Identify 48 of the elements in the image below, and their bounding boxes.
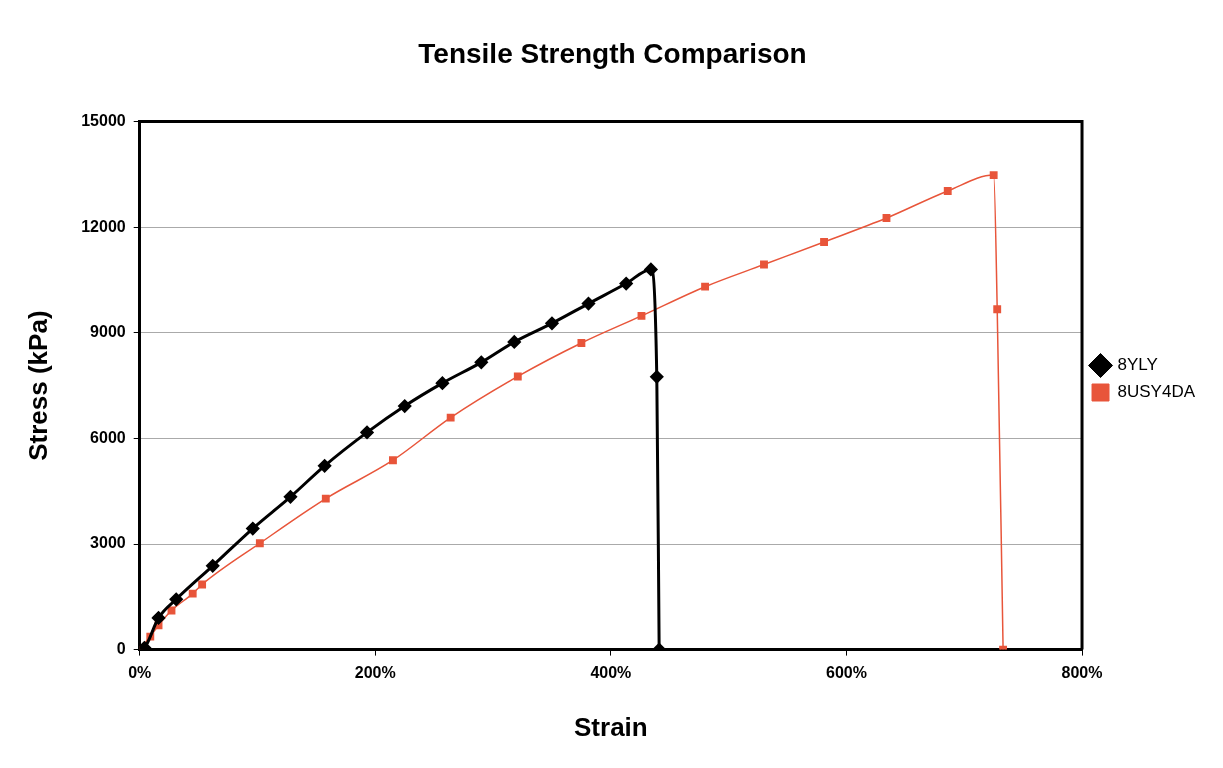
point bbox=[644, 262, 658, 276]
point bbox=[446, 413, 455, 422]
x-tick-label: 800% bbox=[1061, 663, 1103, 681]
x-axis-title: Strain bbox=[574, 711, 648, 742]
point bbox=[188, 589, 197, 598]
x-tick-label: 400% bbox=[590, 663, 632, 681]
legend-label: 8USY4DA bbox=[1117, 382, 1196, 402]
x-tick-label: 0% bbox=[128, 663, 152, 681]
x-tick-label: 600% bbox=[825, 663, 867, 681]
point bbox=[989, 171, 998, 180]
point bbox=[760, 260, 768, 269]
point bbox=[474, 355, 488, 369]
y-tick-label: 6000 bbox=[90, 428, 126, 446]
point bbox=[152, 611, 166, 625]
point bbox=[513, 372, 522, 381]
y-tick-label: 12000 bbox=[81, 217, 126, 235]
point bbox=[283, 490, 297, 504]
point bbox=[581, 297, 595, 311]
point bbox=[882, 214, 891, 222]
point bbox=[255, 539, 264, 548]
chart-title: Tensile Strength Comparison bbox=[418, 37, 807, 69]
legend-label: 8YLY bbox=[1117, 355, 1158, 375]
point bbox=[993, 305, 1002, 314]
point bbox=[577, 339, 586, 347]
point bbox=[360, 425, 374, 439]
point bbox=[318, 459, 332, 473]
y-tick-label: 3000 bbox=[90, 534, 126, 552]
y-tick-label: 15000 bbox=[81, 112, 126, 130]
point bbox=[637, 311, 646, 320]
point bbox=[619, 277, 633, 291]
point bbox=[389, 456, 397, 465]
point bbox=[650, 370, 664, 384]
point bbox=[701, 282, 710, 291]
y-tick-label: 9000 bbox=[90, 323, 126, 341]
x-tick-label: 200% bbox=[354, 663, 396, 681]
point bbox=[206, 559, 220, 573]
point bbox=[435, 376, 449, 390]
y-tick-label: 0 bbox=[116, 640, 126, 658]
point bbox=[820, 238, 828, 246]
point bbox=[507, 335, 521, 349]
point bbox=[246, 522, 260, 536]
point bbox=[321, 494, 330, 503]
point bbox=[169, 592, 183, 606]
point bbox=[198, 580, 207, 589]
y-axis-title: Stress (kPa) bbox=[22, 310, 53, 461]
point bbox=[398, 399, 412, 413]
point bbox=[545, 316, 559, 330]
point bbox=[943, 187, 952, 195]
